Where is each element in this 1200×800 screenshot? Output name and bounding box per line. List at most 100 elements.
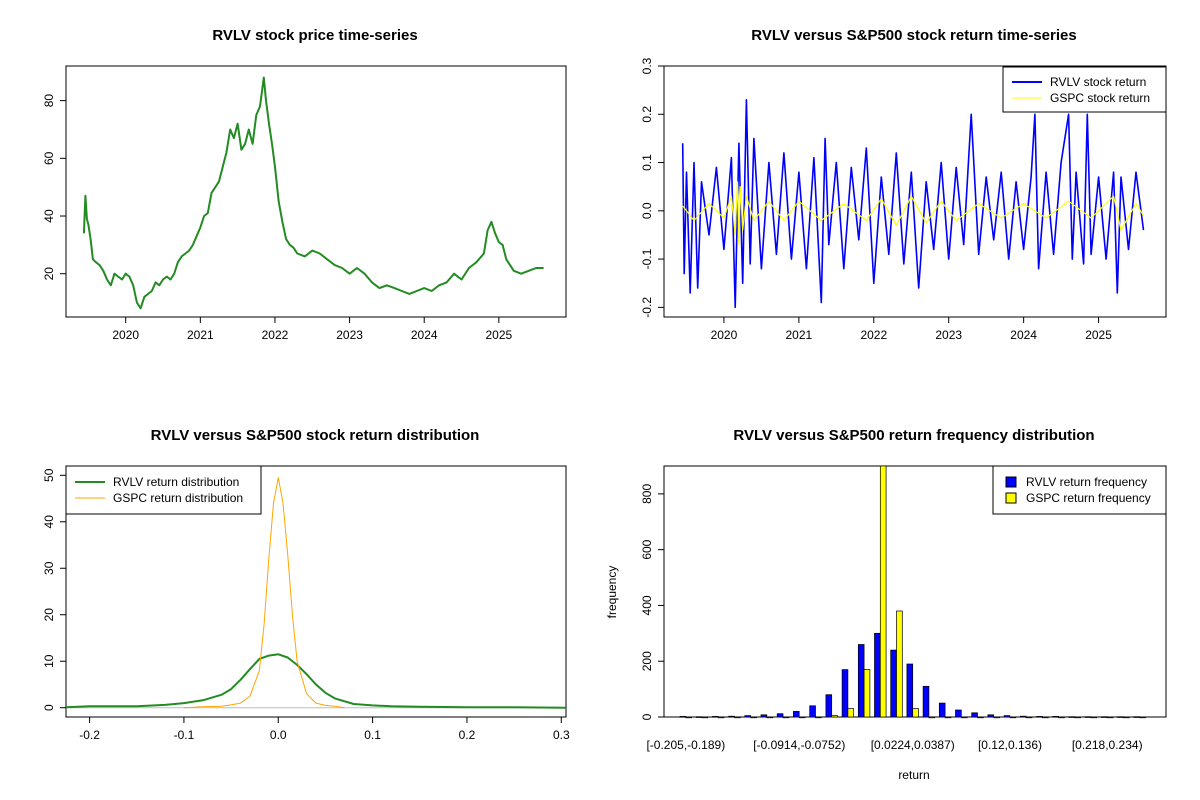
density-y-tick-label: 40 xyxy=(42,515,56,529)
return-ts-x-tick-label: 2024 xyxy=(1010,328,1037,342)
price-y-tick-label: 40 xyxy=(42,209,56,223)
gspc-frequency-bar xyxy=(766,716,774,719)
return-timeseries-legend: RVLV stock return GSPC stock return xyxy=(1002,66,1167,113)
gspc-frequency-bar xyxy=(961,716,968,719)
rvlv-frequency-bar xyxy=(1036,716,1043,718)
price-x-tick-label: 2023 xyxy=(336,328,363,342)
rvlv-frequency-bar xyxy=(955,709,962,718)
gspc-frequency-bar xyxy=(879,465,887,718)
gspc-frequency-bar xyxy=(863,669,871,718)
gspc-frequency-bar xyxy=(928,716,936,719)
density-x-tick-label: 0.2 xyxy=(459,728,476,742)
frequency-x-tick-label: [-0.205,-0.189) xyxy=(646,738,725,752)
rvlv-frequency-bar xyxy=(712,716,719,718)
density-chart-legend-box xyxy=(65,465,262,515)
rvlv-frequency-bar xyxy=(793,711,800,718)
rvlv-frequency-bar xyxy=(1117,716,1124,718)
gspc-frequency-bar xyxy=(993,716,1000,719)
gspc-frequency-bar xyxy=(1139,716,1146,719)
return-ts-y-tick-label: 0.3 xyxy=(640,57,654,74)
frequency-x-tick-label: [0.0224,0.0387) xyxy=(871,738,955,752)
return-timeseries-title: RVLV versus S&P500 stock return time-ser… xyxy=(751,27,1076,44)
gspc-frequency-bar xyxy=(1058,716,1065,719)
rvlv-frequency-bar xyxy=(776,713,784,718)
gspc-frequency-bar xyxy=(1106,716,1114,719)
price-chart-title: RVLV stock price time-series xyxy=(212,27,417,44)
gspc-frequency-bar xyxy=(1090,716,1098,719)
rvlv-frequency-bar xyxy=(906,663,914,718)
return-ts-x-tick-label: 2020 xyxy=(711,328,738,342)
frequency-x-tick-label: [0.12,0.136) xyxy=(978,738,1042,752)
frequency-x-tick-label: [-0.0914,-0.0752) xyxy=(753,738,845,752)
rvlv-frequency-bar xyxy=(1084,716,1092,718)
return-ts-x-tick-label: 2021 xyxy=(786,328,813,342)
legend-swatch-rvlv-frequency xyxy=(1005,476,1017,488)
price-x-tick-label: 2024 xyxy=(411,328,438,342)
frequency-x-tick-label: [0.218,0.234) xyxy=(1072,738,1143,752)
return-ts-y-tick-label: 0.2 xyxy=(640,106,654,123)
price-chart-panel: RVLV stock price time-series 2020 2021 202… xyxy=(42,27,567,342)
gspc-frequency-bar xyxy=(847,708,855,718)
rvlv-frequency-bar xyxy=(744,715,751,718)
gspc-frequency-bar xyxy=(685,716,692,719)
return-ts-y-tick-label: 0.0 xyxy=(640,202,654,219)
density-chart-legend: RVLV return distribution GSPC return dis… xyxy=(65,465,262,515)
density-x-tick-label: 0.3 xyxy=(553,728,570,742)
gspc-frequency-bar xyxy=(977,716,984,719)
frequency-y-tick-label: 800 xyxy=(640,484,654,504)
density-y-tick-label: 20 xyxy=(42,608,56,622)
rvlv-frequency-bar xyxy=(728,715,735,718)
rvlv-frequency-bar xyxy=(1101,716,1108,718)
return-timeseries-panel: RVLV versus S&P500 stock return time-ser… xyxy=(640,27,1167,342)
rvlv-return-series-line xyxy=(681,99,1145,309)
rvlv-frequency-bar xyxy=(938,702,946,718)
gspc-frequency-bar xyxy=(734,716,741,719)
return-timeseries-legend-box xyxy=(1002,66,1167,113)
return-ts-x-tick-label: 2025 xyxy=(1085,328,1112,342)
gspc-density-line xyxy=(183,477,345,709)
gspc-frequency-bar xyxy=(1025,716,1033,719)
price-x-tick-label: 2021 xyxy=(187,328,214,342)
rvlv-frequency-bar xyxy=(825,694,833,718)
rvlv-frequency-bar xyxy=(1052,716,1059,718)
frequency-chart-title: RVLV versus S&P500 return frequency dist… xyxy=(733,427,1094,444)
density-y-tick-label: 30 xyxy=(42,561,56,575)
density-x-tick-label: -0.1 xyxy=(174,728,195,742)
frequency-chart-panel: RVLV versus S&P500 return frequency dist… xyxy=(605,427,1167,782)
legend-label-rvlv-frequency: RVLV return frequency xyxy=(1026,475,1147,489)
rvlv-frequency-bar xyxy=(695,716,703,718)
return-ts-x-tick-label: 2023 xyxy=(935,328,962,342)
gspc-return-series-line xyxy=(682,181,1145,246)
gspc-frequency-bar xyxy=(815,716,822,719)
rvlv-frequency-bar xyxy=(1133,716,1140,718)
density-y-tick-label: 50 xyxy=(42,468,56,482)
rvlv-frequency-bar xyxy=(760,714,768,718)
rvlv-frequency-bar xyxy=(922,685,930,718)
return-ts-y-tick-label: -0.2 xyxy=(640,297,654,318)
gspc-frequency-bar xyxy=(717,716,725,719)
density-y-tick-label: 0 xyxy=(42,704,56,711)
gspc-frequency-bar xyxy=(701,716,709,719)
legend-label-rvlv-density: RVLV return distribution xyxy=(113,475,239,489)
gspc-frequency-bar xyxy=(912,708,919,718)
return-ts-y-tick-label: -0.1 xyxy=(640,248,654,269)
density-chart-title: RVLV versus S&P500 stock return distribu… xyxy=(151,427,480,444)
rvlv-frequency-bar xyxy=(679,716,687,718)
gspc-frequency-bar xyxy=(798,716,806,719)
rvlv-frequency-bar xyxy=(971,712,978,718)
frequency-chart-legend-box xyxy=(992,465,1167,515)
density-x-tick-label: 0.1 xyxy=(364,728,381,742)
price-x-tick-label: 2020 xyxy=(112,328,139,342)
gspc-frequency-bar xyxy=(782,716,790,719)
gspc-frequency-bar xyxy=(944,716,952,719)
gspc-frequency-bar xyxy=(750,716,757,719)
frequency-chart-legend: RVLV return frequency GSPC return freque… xyxy=(992,465,1167,515)
density-x-tick-label: -0.2 xyxy=(79,728,100,742)
price-y-tick-label: 20 xyxy=(42,267,56,281)
rvlv-frequency-bar xyxy=(841,669,849,718)
frequency-y-tick-label: 0 xyxy=(640,713,654,720)
gspc-frequency-bar xyxy=(1009,716,1017,719)
return-ts-y-tick-label: 0.1 xyxy=(640,154,654,171)
price-y-tick-label: 60 xyxy=(42,151,56,165)
price-x-tick-label: 2025 xyxy=(485,328,512,342)
